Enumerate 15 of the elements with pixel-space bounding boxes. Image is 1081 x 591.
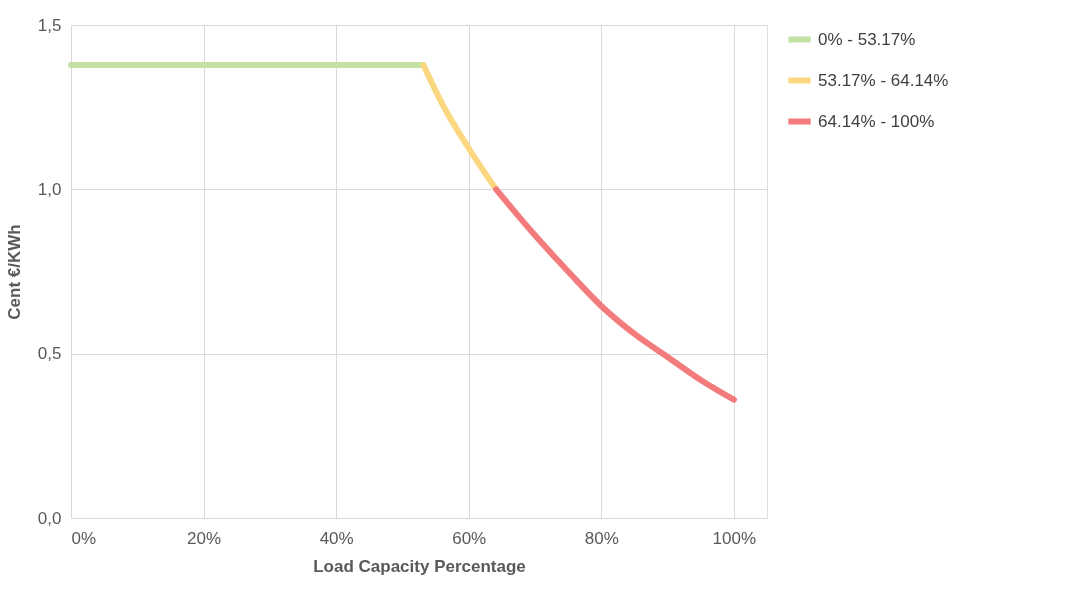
- x-axis-title: Load Capacity Percentage: [313, 556, 526, 576]
- y-tick-label: 1,5: [37, 15, 62, 35]
- y-axis-title: Cent €/KWh: [4, 224, 24, 320]
- x-tick-label: 60%: [452, 528, 487, 548]
- y-tick-label: 1,0: [37, 179, 62, 199]
- x-tick-label: 40%: [319, 528, 354, 548]
- y-tick-label: 0,5: [37, 344, 62, 364]
- legend-label: 53.17% - 64.14%: [818, 70, 949, 90]
- y-tick-label: 0,0: [37, 508, 62, 528]
- x-tick-label: 20%: [187, 528, 222, 548]
- legend-label: 64.14% - 100%: [818, 111, 935, 131]
- x-tick-label: 80%: [584, 528, 619, 548]
- legend-label: 0% - 53.17%: [818, 29, 916, 49]
- x-tick-label: 100%: [712, 528, 757, 548]
- x-tick-label: 0%: [71, 528, 97, 548]
